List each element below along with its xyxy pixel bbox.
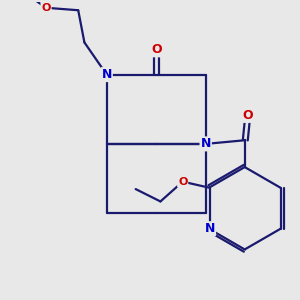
Text: O: O bbox=[151, 43, 161, 56]
Text: N: N bbox=[200, 137, 211, 150]
Text: O: O bbox=[178, 177, 188, 187]
Text: O: O bbox=[41, 3, 51, 13]
Text: N: N bbox=[101, 68, 112, 81]
Text: O: O bbox=[242, 109, 253, 122]
Text: N: N bbox=[205, 222, 215, 235]
